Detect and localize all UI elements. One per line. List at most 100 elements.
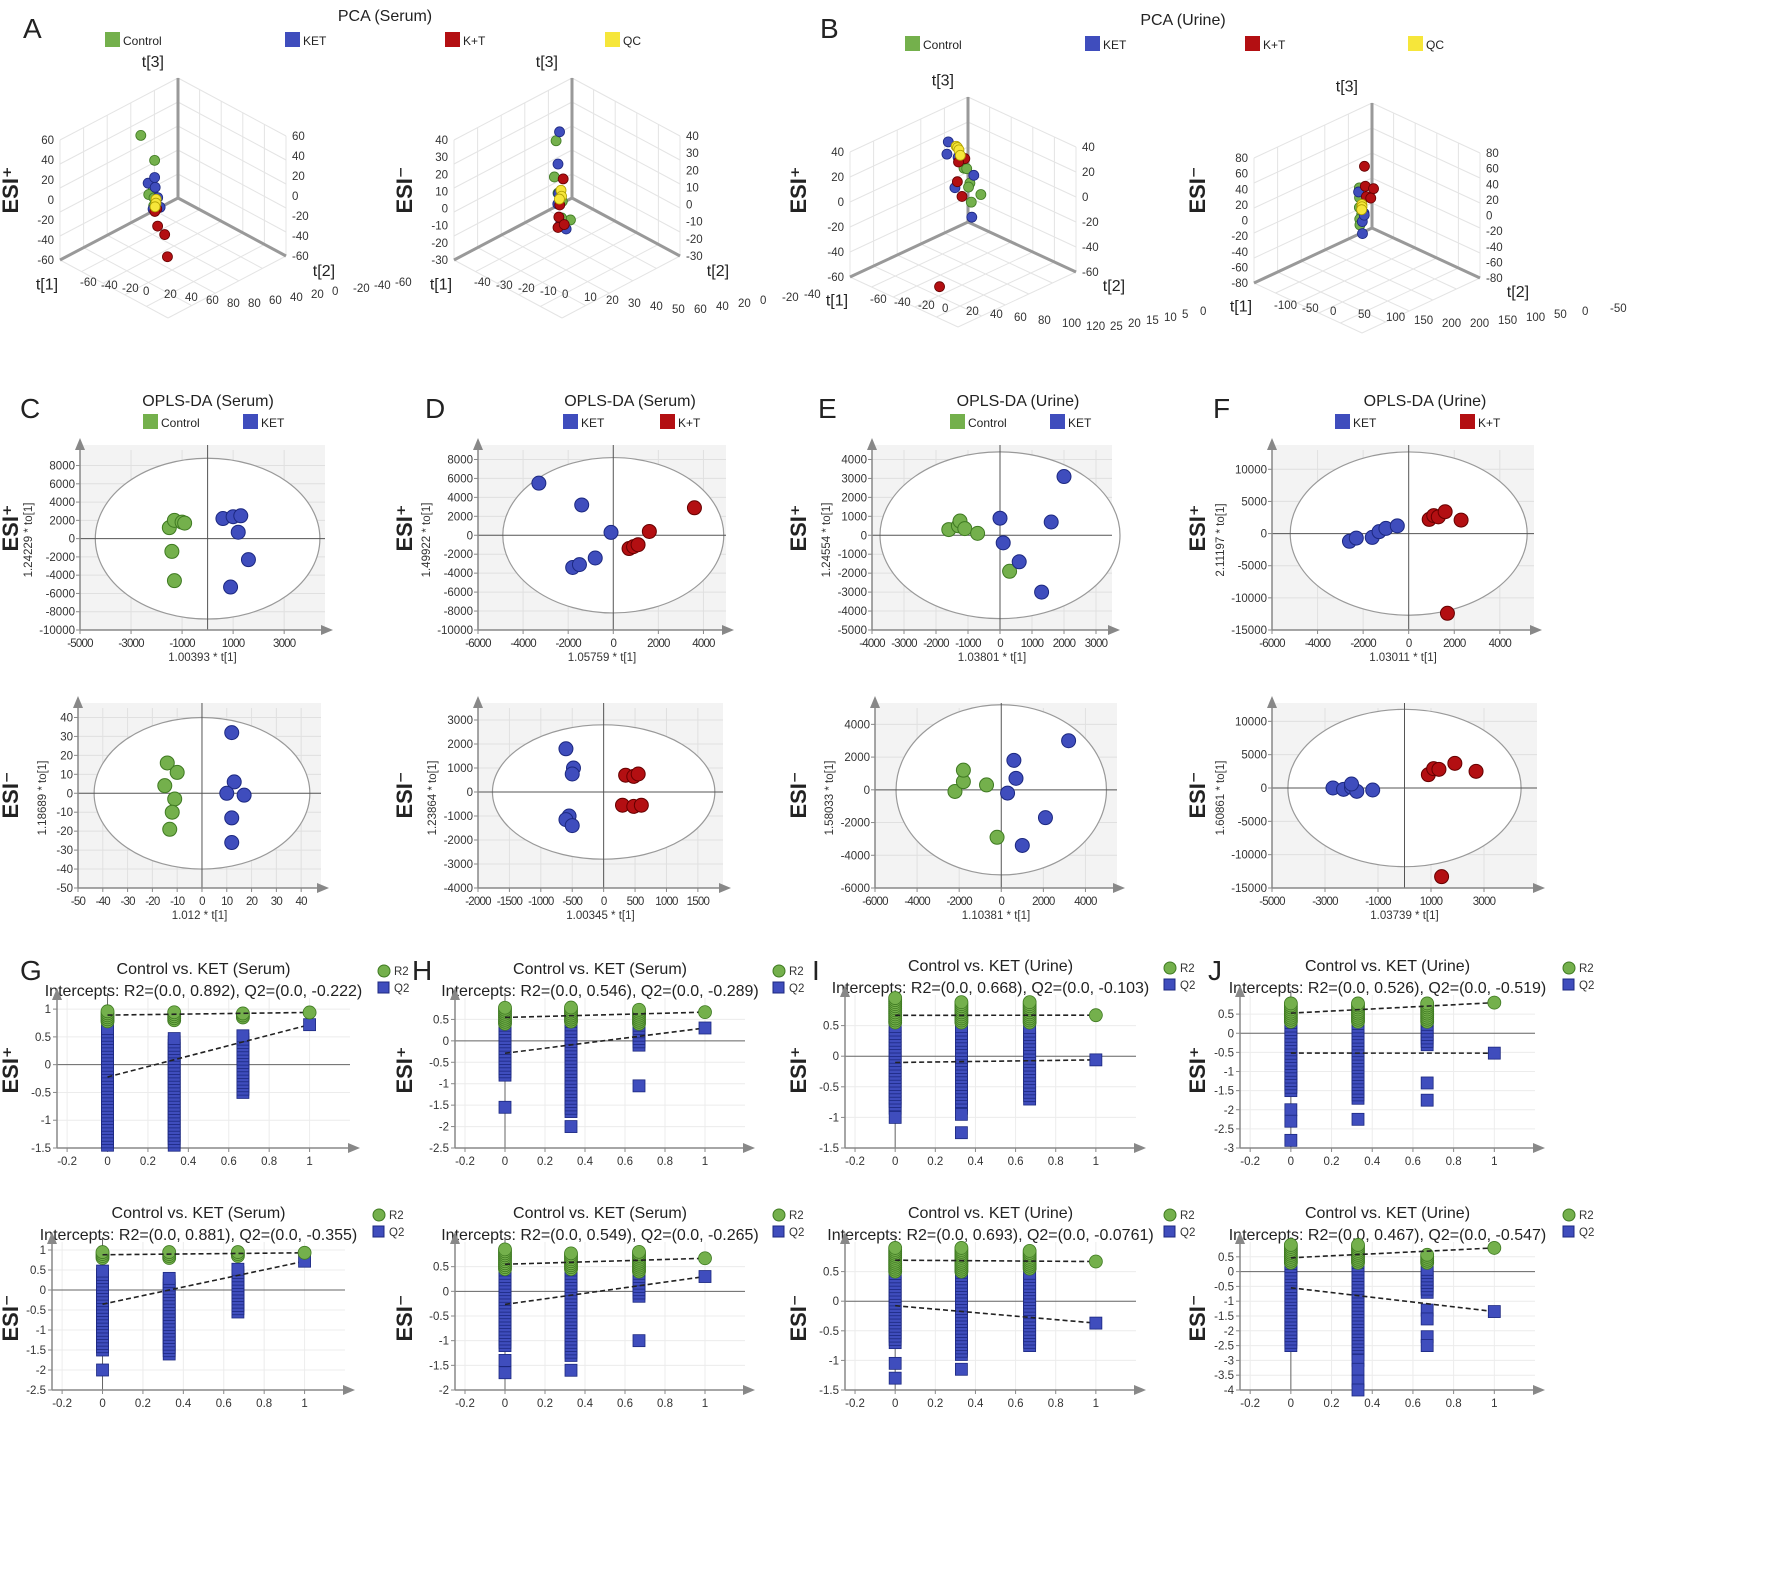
pca-grid — [968, 147, 1076, 197]
r2-regression-line — [103, 1253, 305, 1255]
r2-marker — [1023, 996, 1036, 1009]
pca-tick-t1: 40 — [990, 309, 1003, 321]
pca-axis-label-t3: t[3] — [142, 54, 164, 71]
panel-letter-C: C — [20, 393, 40, 424]
r2-marker — [1089, 1255, 1102, 1268]
pca-grid — [1254, 128, 1372, 183]
score-point-kt — [1435, 870, 1449, 884]
x-axis-arrow — [1134, 1143, 1146, 1153]
r2-marker — [1284, 1238, 1297, 1251]
y-tick-label: -2000 — [444, 835, 473, 847]
y-tick-label: -2.5 — [1214, 1341, 1234, 1353]
y-axis-label: 1.18689 * to[1] — [37, 761, 49, 836]
pca-tick-t3-left: -40 — [37, 235, 54, 247]
legend-q2-marker — [1563, 979, 1574, 990]
x-tick-label: 0.4 — [180, 1156, 197, 1168]
legend-swatch-K+T — [1245, 36, 1260, 51]
pca-point-ket — [967, 212, 977, 222]
y-tick-label: 4000 — [844, 719, 870, 731]
y-axis-label: 1.23864 * to[1] — [427, 761, 439, 836]
y-tick-label: -40 — [56, 864, 73, 876]
pca-tick-t2: 200 — [1470, 318, 1489, 330]
y-axis-arrow — [870, 696, 880, 708]
score-point-ket — [559, 742, 573, 756]
legend-swatch-QC — [1408, 36, 1423, 51]
x-tick-label: -2000 — [555, 638, 581, 650]
x-tick-label: 0.8 — [261, 1156, 277, 1168]
y-tick-label: 0 — [45, 1060, 51, 1072]
y-tick-label: -2 — [1224, 1105, 1234, 1117]
r2-marker — [955, 996, 968, 1009]
pca-tick-t3-left: -20 — [827, 222, 844, 234]
y-tick-label: 0 — [467, 787, 473, 799]
score-point-ket — [225, 836, 239, 850]
legend-r2-label: R2 — [1180, 1210, 1195, 1222]
intercepts-text: Intercepts: R2=(0.0, 0.467), Q2=(0.0, -0… — [1229, 1227, 1547, 1244]
q2-marker — [499, 1354, 511, 1366]
pca-point-qc — [554, 194, 564, 204]
y-tick-label: -1.5 — [819, 1385, 839, 1397]
legend-swatch-KET — [243, 414, 258, 429]
pca-tick-t3-left: 0 — [48, 195, 54, 207]
legend-swatch-KET — [1335, 414, 1350, 429]
y-tick-label: 0 — [833, 1296, 839, 1308]
pca-tick-t1: -10 — [540, 286, 557, 298]
y-tick-label: -1 — [1224, 1296, 1234, 1308]
pca-tick-t3-left: -20 — [37, 215, 54, 227]
pca-grid — [1348, 239, 1456, 289]
y-tick-label: -6000 — [841, 883, 870, 895]
pca-tick-t1: 0 — [1330, 306, 1336, 318]
pca-tick-t3-right: 80 — [1486, 148, 1499, 160]
x-tick-label: 1 — [1491, 1156, 1497, 1168]
pca-point-kt — [1369, 184, 1379, 194]
x-tick-label: -0.2 — [1240, 1398, 1260, 1410]
r2-marker — [499, 1243, 512, 1256]
pca-tick-t1: -50 — [1302, 303, 1319, 315]
x-axis-arrow — [1530, 625, 1542, 635]
pca-tick-t1: 50 — [1358, 309, 1371, 321]
pca-grid — [1254, 153, 1372, 208]
legend-r2-label: R2 — [1579, 963, 1594, 975]
pca-tick-t3-right: 20 — [292, 171, 305, 183]
legend-label: KET — [303, 34, 327, 48]
pca-point-ket — [555, 127, 565, 137]
x-axis-arrow — [1113, 883, 1125, 893]
pca-grid — [850, 197, 968, 252]
legend-r2-marker — [378, 965, 390, 977]
y-tick-label: -8000 — [444, 606, 473, 618]
x-axis-label: 1.03801 * t[1] — [958, 652, 1026, 664]
y-tick-label: -1 — [829, 1355, 839, 1367]
x-tick-label: 1000 — [655, 896, 678, 908]
x-axis-label: 1.03011 * t[1] — [1369, 652, 1437, 664]
legend-label: K+T — [1263, 38, 1286, 52]
pca-tick-t3-right: -10 — [686, 217, 703, 229]
y-tick-label: 0 — [443, 1036, 449, 1048]
score-point-control — [980, 778, 994, 792]
y-axis-label: 1.58033 * to[1] — [824, 761, 836, 836]
pca-point-control — [549, 172, 559, 182]
x-tick-label: 1 — [306, 1156, 312, 1168]
pca-tick-t3-right: -20 — [292, 211, 309, 223]
x-tick-label: 1000 — [222, 638, 245, 650]
pca-point-control — [966, 197, 976, 207]
x-tick-label: 0.2 — [140, 1156, 156, 1168]
pca-axis-label-t1: t[1] — [1230, 299, 1252, 316]
q2-marker — [889, 1111, 901, 1123]
pca-axis-t2 — [178, 198, 286, 256]
legend-q2-marker — [378, 982, 389, 993]
x-tick-label: 1 — [1093, 1398, 1099, 1410]
x-tick-label: -30 — [120, 896, 135, 908]
pca-point-ket — [942, 149, 952, 159]
x-tick-label: 1 — [702, 1398, 708, 1410]
y-tick-label: 4000 — [49, 497, 75, 509]
pca-tick-t1: 20 — [606, 295, 619, 307]
score-point-ket — [1001, 786, 1015, 800]
q2-marker — [955, 1127, 967, 1139]
x-tick-label: 3000 — [273, 638, 296, 650]
x-tick-label: 0.8 — [1446, 1156, 1462, 1168]
pca-axis-label-t3: t[3] — [1336, 79, 1358, 96]
pca-grid — [1372, 128, 1480, 178]
pca-tick-t2: 20 — [311, 289, 324, 301]
esi-label-neg: ESI⁻ — [786, 1294, 811, 1341]
x-tick-label: -0.2 — [455, 1398, 475, 1410]
